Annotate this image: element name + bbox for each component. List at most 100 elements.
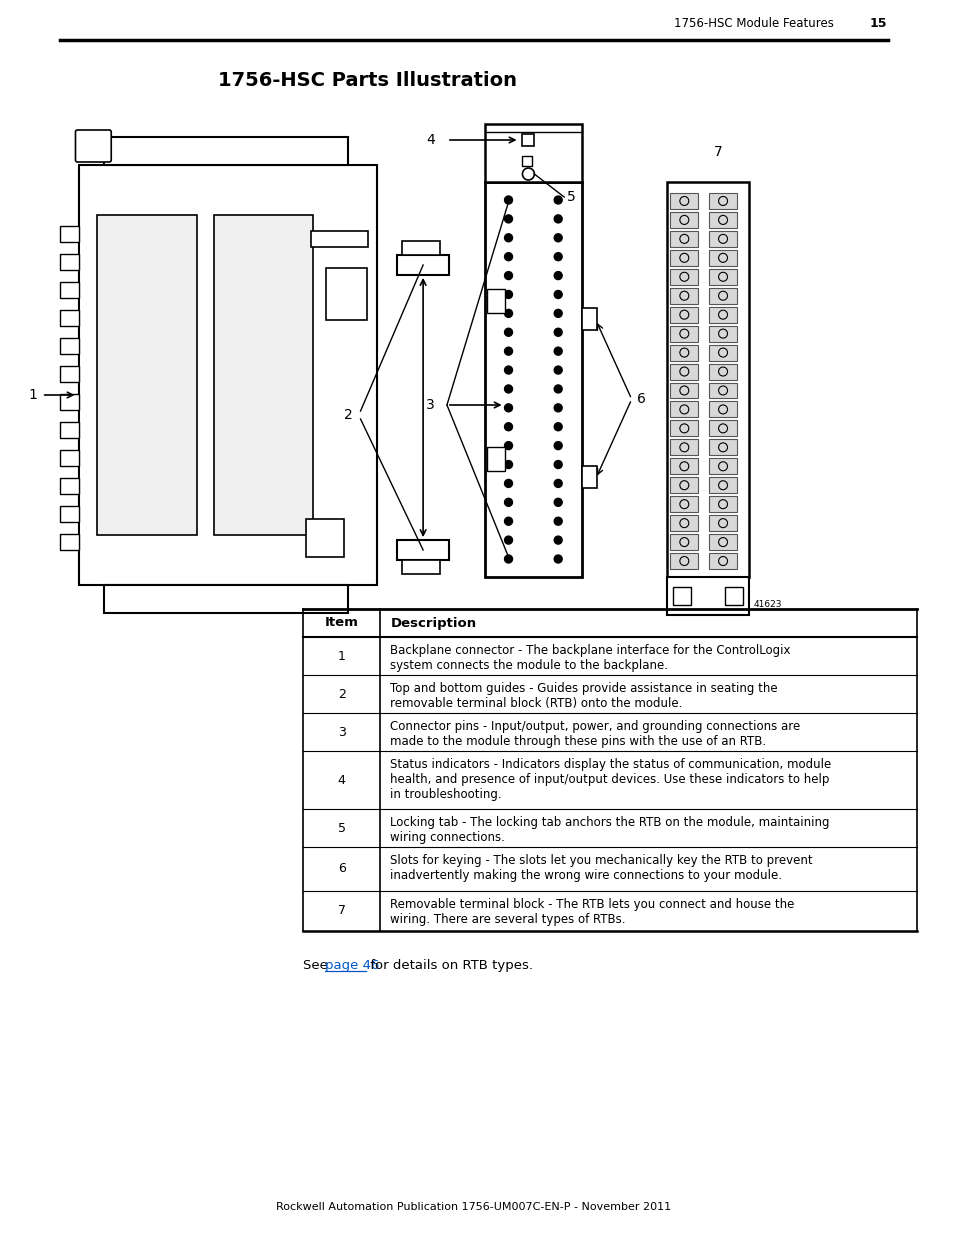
Bar [667, 182, 748, 577]
Circle shape [554, 329, 561, 336]
Bar [708, 212, 736, 228]
Bar [581, 467, 597, 488]
Circle shape [504, 253, 512, 261]
Bar [708, 288, 736, 304]
Bar [522, 135, 534, 146]
Bar [708, 306, 736, 322]
Text: 7: 7 [337, 904, 345, 918]
Text: Item: Item [324, 616, 358, 630]
Bar [708, 193, 736, 209]
Bar [484, 182, 581, 577]
Bar [97, 215, 196, 535]
Bar [670, 193, 698, 209]
Text: Rockwell Automation Publication 1756-UM007C-EN-P - November 2011: Rockwell Automation Publication 1756-UM0… [276, 1202, 671, 1212]
Bar [708, 477, 736, 493]
Bar [670, 363, 698, 379]
Circle shape [554, 347, 561, 356]
Bar [59, 254, 79, 270]
Circle shape [554, 253, 561, 261]
Circle shape [504, 479, 512, 488]
Circle shape [504, 347, 512, 356]
Bar [59, 450, 79, 466]
Bar [670, 458, 698, 474]
Text: 6: 6 [337, 862, 345, 876]
Bar [670, 345, 698, 361]
Bar [670, 306, 698, 322]
Bar [670, 231, 698, 247]
Text: See: See [303, 960, 332, 972]
Circle shape [554, 196, 561, 204]
Bar [670, 383, 698, 399]
Circle shape [554, 461, 561, 468]
Bar [708, 440, 736, 456]
Text: 3: 3 [337, 725, 345, 739]
Bar [484, 124, 581, 182]
Text: Removable terminal block - The RTB lets you connect and house the
wiring. There : Removable terminal block - The RTB lets … [390, 898, 794, 926]
Circle shape [504, 290, 512, 299]
Bar [708, 553, 736, 569]
Bar [708, 496, 736, 513]
Bar [59, 338, 79, 354]
Bar [396, 254, 449, 275]
Bar [59, 226, 79, 242]
Bar [708, 420, 736, 436]
Circle shape [504, 498, 512, 506]
Bar [59, 282, 79, 298]
Bar [59, 366, 79, 382]
Bar [104, 137, 347, 165]
Bar [670, 401, 698, 417]
Bar [79, 165, 377, 585]
Bar [670, 420, 698, 436]
Bar [708, 345, 736, 361]
Circle shape [504, 272, 512, 279]
Bar [59, 478, 79, 494]
Bar [708, 515, 736, 531]
Bar [670, 515, 698, 531]
Circle shape [554, 498, 561, 506]
Text: Locking tab - The locking tab anchors the RTB on the module, maintaining
wiring : Locking tab - The locking tab anchors th… [390, 816, 829, 844]
Bar [402, 559, 439, 574]
Circle shape [554, 517, 561, 525]
Text: Status indicators - Indicators display the status of communication, module
healt: Status indicators - Indicators display t… [390, 758, 831, 802]
Text: 2: 2 [343, 408, 353, 422]
Bar [59, 534, 79, 550]
Text: 4: 4 [337, 773, 345, 787]
Circle shape [554, 536, 561, 545]
Text: 3: 3 [426, 398, 435, 412]
Bar [59, 422, 79, 438]
Bar [522, 156, 532, 165]
Bar [670, 477, 698, 493]
Text: Description: Description [390, 616, 476, 630]
Bar [59, 394, 79, 410]
Bar [670, 534, 698, 550]
Circle shape [504, 536, 512, 545]
Bar [670, 553, 698, 569]
Circle shape [554, 215, 561, 222]
Text: Backplane connector - The backplane interface for the ControlLogix
system connec: Backplane connector - The backplane inte… [390, 643, 790, 672]
FancyBboxPatch shape [75, 130, 112, 162]
Circle shape [504, 517, 512, 525]
Text: for details on RTB types.: for details on RTB types. [366, 960, 533, 972]
Text: 2: 2 [337, 688, 345, 700]
Bar [670, 440, 698, 456]
Bar [708, 458, 736, 474]
Bar [402, 241, 439, 254]
Bar [486, 447, 504, 471]
Bar [486, 289, 504, 312]
Bar [670, 326, 698, 342]
Bar [396, 540, 449, 559]
Bar [667, 577, 748, 615]
Bar [213, 215, 313, 535]
Bar [708, 534, 736, 550]
Text: 1: 1 [337, 650, 345, 662]
Text: 1756-HSC Module Features: 1756-HSC Module Features [674, 17, 834, 30]
Circle shape [554, 310, 561, 317]
Circle shape [504, 215, 512, 222]
Circle shape [504, 329, 512, 336]
Circle shape [554, 290, 561, 299]
Text: 1756-HSC Parts Illustration: 1756-HSC Parts Illustration [217, 70, 517, 89]
Bar [708, 326, 736, 342]
Text: 4: 4 [426, 133, 435, 147]
Bar [708, 383, 736, 399]
Bar [670, 288, 698, 304]
